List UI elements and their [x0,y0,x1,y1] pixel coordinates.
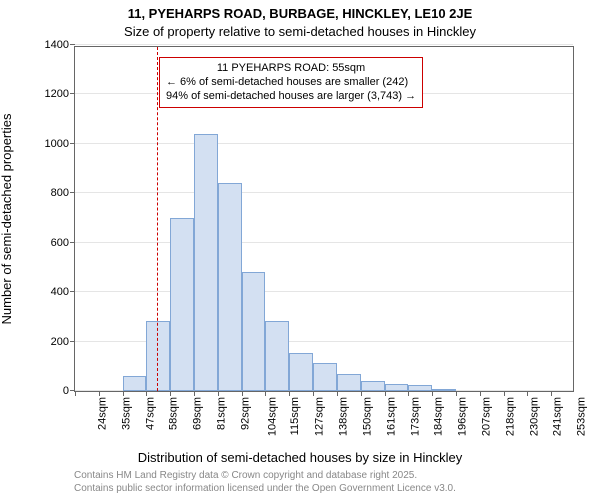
y-tick-label: 1000 [45,138,75,150]
x-tick-label: 241sqm [550,391,564,436]
x-tick-mark [123,391,124,396]
x-tick-label: 173sqm [407,391,421,436]
x-tick-label: 253sqm [574,391,588,436]
grid-line [75,291,573,292]
x-tick-mark [480,391,481,396]
histogram-bar [194,134,218,391]
grid-line [75,242,573,243]
x-tick-label: 127sqm [312,391,326,436]
plot-area: 020040060080010001200140024sqm35sqm47sqm… [74,46,574,392]
x-tick-label: 161sqm [383,391,397,436]
grid-line [75,192,573,193]
x-tick-label: 218sqm [502,391,516,436]
y-axis-title: Number of semi-detached properties [0,114,14,325]
x-tick-mark [456,391,457,396]
x-tick-mark [146,391,147,396]
x-tick-label: 81sqm [214,391,228,430]
x-tick-label: 230sqm [526,391,540,436]
x-tick-label: 47sqm [142,391,156,430]
x-tick-mark [265,391,266,396]
x-tick-mark [504,391,505,396]
histogram-bar [265,321,289,391]
x-tick-label: 92sqm [237,391,251,430]
histogram-bar [289,353,313,391]
chart-title-sub: Size of property relative to semi-detach… [0,24,600,39]
x-tick-label: 196sqm [455,391,469,436]
y-tick-label: 0 [63,385,75,397]
x-tick-label: 207sqm [479,391,493,436]
annotation-line: ← 6% of semi-detached houses are smaller… [166,76,416,90]
x-tick-mark [194,391,195,396]
x-tick-mark [75,391,76,396]
chart-container: 11, PYEHARPS ROAD, BURBAGE, HINCKLEY, LE… [0,0,600,500]
x-tick-mark [551,391,552,396]
histogram-bar [218,183,242,391]
x-tick-label: 104sqm [264,391,278,436]
x-tick-mark [337,391,338,396]
histogram-bar [170,218,194,391]
histogram-bar [123,376,147,391]
y-tick-label: 600 [51,237,75,249]
x-tick-mark [527,391,528,396]
x-tick-label: 138sqm [336,391,350,436]
x-tick-mark [242,391,243,396]
histogram-bar [146,321,170,391]
footer-attribution: Contains HM Land Registry data © Crown c… [74,470,456,495]
x-tick-mark [313,391,314,396]
x-tick-mark [432,391,433,396]
y-tick-label: 1200 [45,88,75,100]
x-tick-mark [170,391,171,396]
x-tick-mark [361,391,362,396]
histogram-bar [361,381,385,391]
x-tick-mark [385,391,386,396]
grid-line [75,44,573,45]
x-tick-label: 35sqm [118,391,132,430]
footer-line: Contains HM Land Registry data © Crown c… [74,470,456,483]
x-tick-mark [408,391,409,396]
x-tick-label: 115sqm [288,391,302,435]
footer-line: Contains public sector information licen… [74,483,456,496]
y-tick-label: 200 [51,336,75,348]
y-tick-label: 800 [51,187,75,199]
histogram-bar [313,363,337,391]
annotation-line: 94% of semi-detached houses are larger (… [166,90,416,104]
histogram-bar [337,374,361,391]
x-tick-label: 58sqm [166,391,180,430]
y-tick-label: 400 [51,286,75,298]
histogram-bar [242,272,266,391]
annotation-line: 11 PYEHARPS ROAD: 55sqm [166,62,416,76]
subject-marker-line [157,47,158,391]
x-tick-mark [99,391,100,396]
x-tick-mark [218,391,219,396]
chart-title-main: 11, PYEHARPS ROAD, BURBAGE, HINCKLEY, LE… [0,6,600,21]
grid-line [75,143,573,144]
x-tick-label: 24sqm [95,391,109,430]
x-axis-title: Distribution of semi-detached houses by … [0,450,600,465]
y-tick-label: 1400 [45,39,75,51]
x-tick-mark [289,391,290,396]
x-tick-label: 69sqm [190,391,204,430]
histogram-bar [385,384,409,391]
x-tick-label: 184sqm [431,391,445,436]
annotation-box: 11 PYEHARPS ROAD: 55sqm← 6% of semi-deta… [159,57,423,108]
x-tick-label: 150sqm [359,391,373,436]
